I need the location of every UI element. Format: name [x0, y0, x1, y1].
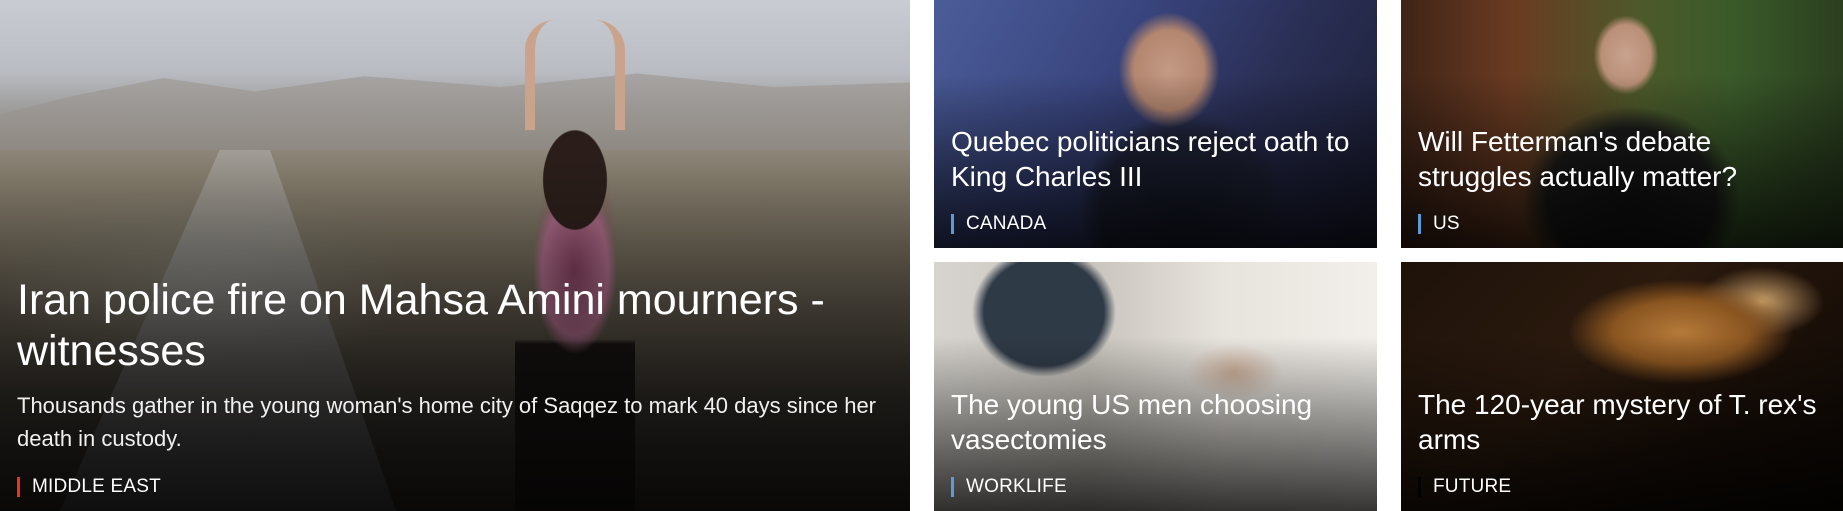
story-tag[interactable]: US	[1418, 214, 1460, 234]
story-headline[interactable]: The 120-year mystery of T. rex's arms	[1418, 389, 1817, 455]
story-tag[interactable]: FUTURE	[1418, 477, 1511, 497]
story-card-vasectomies[interactable]: The young US men choosing vasectomies WO…	[934, 262, 1377, 511]
lead-story-card[interactable]: Iran police fire on Mahsa Amini mourners…	[0, 0, 910, 511]
lead-story-headline[interactable]: Iran police fire on Mahsa Amini mourners…	[17, 276, 825, 375]
story-headline[interactable]: Quebec politicians reject oath to King C…	[951, 126, 1350, 192]
story-headline[interactable]: Will Fetterman's debate struggles actual…	[1418, 126, 1738, 192]
story-tag[interactable]: WORKLIFE	[951, 477, 1067, 497]
lead-story-tag[interactable]: MIDDLE EAST	[17, 477, 161, 497]
story-card-trex[interactable]: The 120-year mystery of T. rex's arms FU…	[1401, 262, 1843, 511]
lead-story-summary: Thousands gather in the young woman's ho…	[17, 393, 877, 451]
story-headline[interactable]: The young US men choosing vasectomies	[951, 389, 1313, 455]
story-card-quebec[interactable]: Quebec politicians reject oath to King C…	[934, 0, 1377, 248]
story-card-fetterman[interactable]: Will Fetterman's debate struggles actual…	[1401, 0, 1843, 248]
story-tag[interactable]: CANADA	[951, 214, 1046, 234]
